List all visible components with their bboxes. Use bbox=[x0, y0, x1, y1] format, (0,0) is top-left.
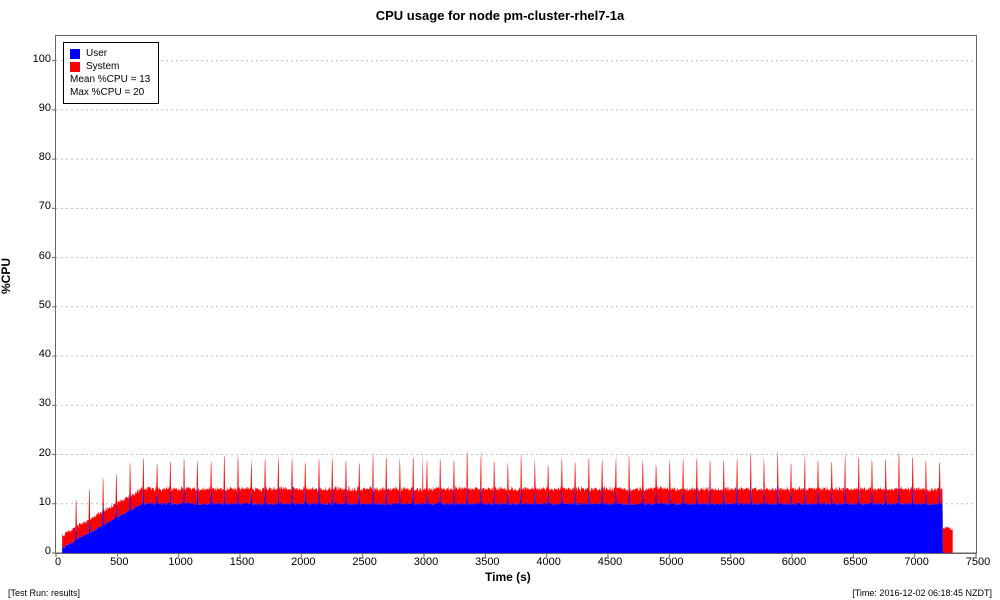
legend-label-system: System bbox=[86, 60, 119, 73]
x-tick-label: 6500 bbox=[840, 556, 870, 568]
x-axis-title: Time (s) bbox=[485, 570, 531, 584]
cpu-usage-chart bbox=[55, 35, 977, 554]
x-tick-label: 1000 bbox=[166, 556, 196, 568]
y-axis-title: %CPU bbox=[0, 257, 13, 293]
x-tick-label: 3000 bbox=[411, 556, 441, 568]
x-tick-label: 4500 bbox=[595, 556, 625, 568]
x-tick-label: 2500 bbox=[350, 556, 380, 568]
y-tick-label: 50 bbox=[39, 299, 51, 311]
x-tick-label: 4000 bbox=[534, 556, 564, 568]
x-tick-label: 1500 bbox=[227, 556, 257, 568]
y-tick-label: 80 bbox=[39, 151, 51, 163]
x-tick-label: 0 bbox=[43, 556, 73, 568]
legend-swatch-system bbox=[70, 62, 80, 72]
x-tick-label: 500 bbox=[104, 556, 134, 568]
y-tick-label: 30 bbox=[39, 397, 51, 409]
y-tick-label: 70 bbox=[39, 200, 51, 212]
x-tick-label: 7500 bbox=[963, 556, 993, 568]
chart-title: CPU usage for node pm-cluster-rhel7-1a bbox=[0, 0, 1000, 23]
x-tick-label: 2000 bbox=[288, 556, 318, 568]
x-tick-label: 5000 bbox=[656, 556, 686, 568]
x-tick-label: 7000 bbox=[902, 556, 932, 568]
y-tick-label: 90 bbox=[39, 102, 51, 114]
x-tick-label: 6000 bbox=[779, 556, 809, 568]
y-tick-label: 40 bbox=[39, 348, 51, 360]
y-tick-label: 60 bbox=[39, 250, 51, 262]
chart-legend: User System Mean %CPU = 13 Max %CPU = 20 bbox=[63, 42, 159, 104]
y-tick-label: 10 bbox=[39, 496, 51, 508]
y-tick-label: 100 bbox=[33, 53, 51, 65]
legend-label-user: User bbox=[86, 47, 107, 60]
x-tick-label: 5500 bbox=[718, 556, 748, 568]
x-tick-label: 3500 bbox=[472, 556, 502, 568]
footer-right: [Time: 2016-12-02 06:18:45 NZDT] bbox=[852, 588, 992, 598]
legend-mean-text: Mean %CPU = 13 bbox=[70, 73, 150, 86]
y-tick-label: 20 bbox=[39, 447, 51, 459]
legend-max-text: Max %CPU = 20 bbox=[70, 86, 144, 99]
legend-swatch-user bbox=[70, 49, 80, 59]
footer-left: [Test Run: results] bbox=[8, 588, 80, 598]
